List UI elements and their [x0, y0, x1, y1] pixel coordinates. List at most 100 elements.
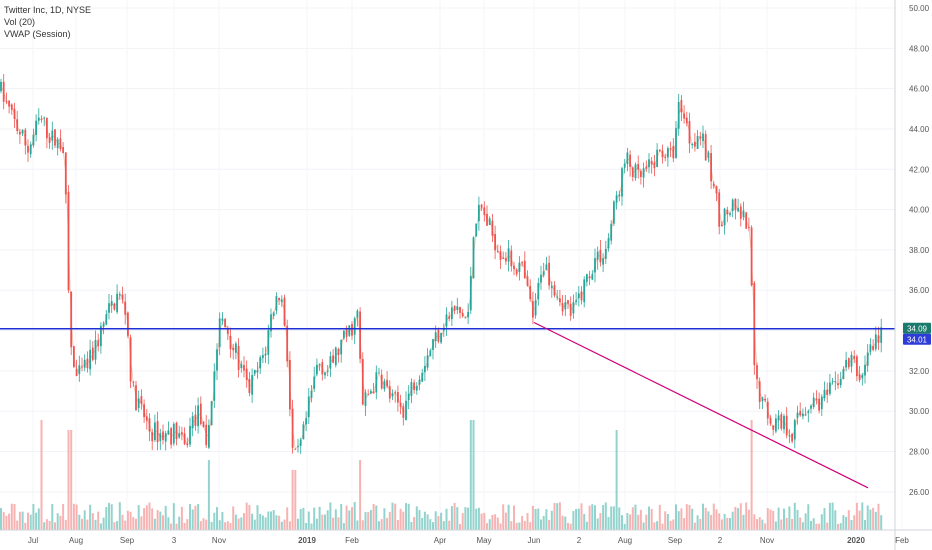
volume-bar [599, 513, 602, 530]
volume-bar [388, 511, 391, 530]
y-axis: 26.0028.0030.0032.0034.0036.0038.0040.00… [894, 0, 930, 550]
volume-bar [531, 505, 534, 530]
candle-body [826, 389, 829, 395]
volume-bar [153, 518, 156, 530]
candle-body [343, 330, 345, 339]
volume-bar [205, 519, 208, 530]
volume-bar [232, 506, 235, 530]
volume-bar [318, 506, 321, 530]
volume-bar [753, 514, 756, 530]
volume-bar [596, 518, 599, 530]
volume-bar [510, 521, 513, 530]
candle-body [521, 262, 523, 263]
candle-body [299, 439, 302, 446]
candle-body [324, 372, 326, 376]
candle-body [634, 164, 637, 179]
volume-bar [699, 518, 702, 530]
candle-body [812, 397, 815, 408]
vwap-indicator-label[interactable]: VWAP (Session) [4, 29, 71, 39]
volume-bar [299, 508, 302, 530]
candle-body [415, 386, 418, 391]
volume-bar [477, 507, 480, 530]
volume-bar [580, 503, 583, 530]
candle-body [459, 306, 461, 313]
volume-bar [874, 511, 877, 530]
volume-bar [629, 514, 632, 530]
candle-body [445, 314, 448, 327]
candle-body [756, 365, 758, 379]
volume-bar [842, 515, 845, 530]
candle-body [386, 379, 388, 387]
x-tick-label: Nov [760, 536, 774, 545]
volume-bar [810, 520, 812, 530]
volume-bar [164, 505, 167, 530]
volume-bar [669, 520, 672, 530]
y-tick-label: 28.00 [909, 448, 930, 457]
y-tick-label: 48.00 [909, 44, 930, 53]
volume-bar [307, 511, 310, 530]
candle-body [661, 150, 664, 158]
candle-body [837, 383, 839, 386]
candle-body [834, 381, 837, 383]
volume-bar [191, 509, 194, 530]
candle-body [216, 349, 218, 371]
candle-body [21, 129, 24, 134]
volume-bar [456, 507, 459, 530]
volume-bar [159, 511, 162, 530]
volume-bar [880, 515, 883, 530]
candle-body [143, 404, 145, 418]
volume-bar [502, 504, 505, 530]
volume-bar [315, 518, 318, 530]
volume-bar [850, 520, 853, 530]
volume-bar [105, 506, 108, 530]
candle-body [702, 133, 704, 141]
volume-bar [145, 505, 148, 530]
candle-body [399, 402, 402, 407]
candle-body [86, 358, 89, 369]
candle-body [129, 337, 132, 382]
volume-bar [334, 509, 337, 530]
volume-bar [340, 503, 343, 530]
candle-body [658, 149, 661, 151]
volume-bar [796, 509, 799, 530]
volume-bar [788, 506, 791, 530]
volume-bar [27, 512, 29, 530]
candle-body [580, 291, 583, 301]
volume-bar [383, 508, 386, 530]
candle-body [37, 117, 40, 121]
candle-body [550, 285, 553, 288]
volume-bar [91, 513, 94, 530]
candle-body [364, 392, 367, 407]
candle-body [235, 343, 237, 353]
candle-body [313, 376, 316, 389]
candle-body [488, 218, 491, 225]
volume-bar [469, 420, 472, 530]
volume-bar [464, 507, 467, 530]
candle-body [73, 346, 75, 367]
volume-bar [126, 510, 129, 530]
candle-body [148, 418, 151, 432]
candle-body [788, 435, 791, 437]
candle-body [29, 144, 32, 155]
candlesticks [0, 74, 883, 455]
volume-bar [472, 420, 475, 530]
x-tick-label: Aug [69, 536, 83, 545]
trend-line[interactable] [533, 321, 869, 489]
candle-body [318, 363, 321, 366]
candle-body [383, 381, 386, 390]
candle-body [796, 412, 799, 418]
volume-bar [324, 514, 326, 530]
candle-body [478, 204, 480, 222]
volume-bar [170, 523, 173, 530]
volume-bar [102, 517, 105, 530]
candle-body [480, 204, 483, 208]
y-tick-label: 26.00 [909, 488, 930, 497]
x-tick-label: Sep [668, 536, 683, 545]
candle-body [316, 364, 318, 375]
candle-body [750, 227, 753, 286]
volume-bar [72, 503, 75, 530]
symbol-title[interactable]: Twitter Inc, 1D, NYSE [4, 5, 92, 15]
volume-indicator-label[interactable]: Vol (20) [4, 17, 36, 27]
volume-bar [653, 522, 656, 530]
candle-body [337, 349, 340, 355]
